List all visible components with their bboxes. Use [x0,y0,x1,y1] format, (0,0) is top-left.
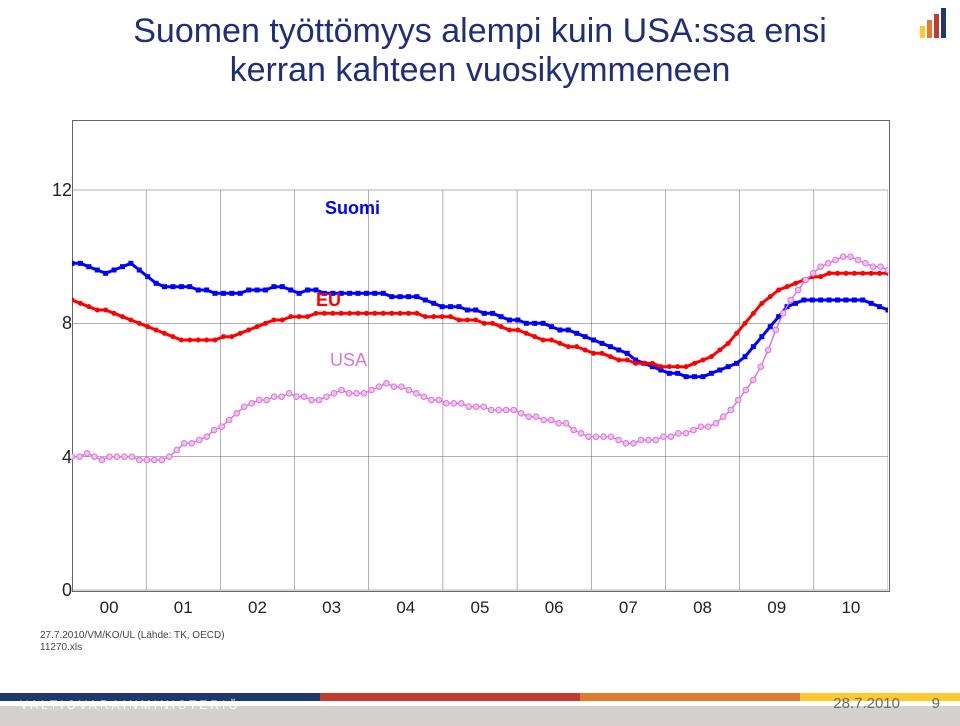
ministry-label: VALTIOVARAINMINISTERIÖ [20,698,241,712]
x-tick-label: 08 [688,598,718,618]
x-tick-label: 07 [613,598,643,618]
x-tick-label: 06 [539,598,569,618]
source-text: 27.7.2010/VM/KO/UL (Lähde: TK, OECD) 112… [40,630,225,654]
page-number: 9 [932,695,940,712]
series-label-eu: EU [316,290,341,311]
series-label-suomi: Suomi [325,198,380,219]
footer-date: 28.7.2010 [833,695,900,712]
y-tick-label: 4 [52,447,72,468]
y-tick-label: 12 [52,180,72,201]
y-tick-label: 8 [52,313,72,334]
x-tick-label: 03 [317,598,347,618]
page: Suomen työttömyys alempi kuin USA:ssa en… [0,0,960,716]
chart-plot [72,120,888,595]
x-tick-label: 04 [391,598,421,618]
x-tick-label: 09 [762,598,792,618]
x-tick-label: 02 [242,598,272,618]
y-tick-label: 0 [52,580,72,601]
title-line-2: kerran kahteen vuosikymmeneen [0,51,960,90]
title-line-1: Suomen työttömyys alempi kuin USA:ssa en… [0,12,960,51]
x-tick-label: 10 [836,598,866,618]
source-line-1: 27.7.2010/VM/KO/UL (Lähde: TK, OECD) [40,630,225,641]
series-label-usa: USA [330,350,367,371]
x-tick-label: 01 [168,598,198,618]
x-tick-label: 05 [465,598,495,618]
page-title: Suomen työttömyys alempi kuin USA:ssa en… [0,12,960,90]
x-tick-label: 00 [94,598,124,618]
source-line-2: 11270.xls [40,642,82,653]
